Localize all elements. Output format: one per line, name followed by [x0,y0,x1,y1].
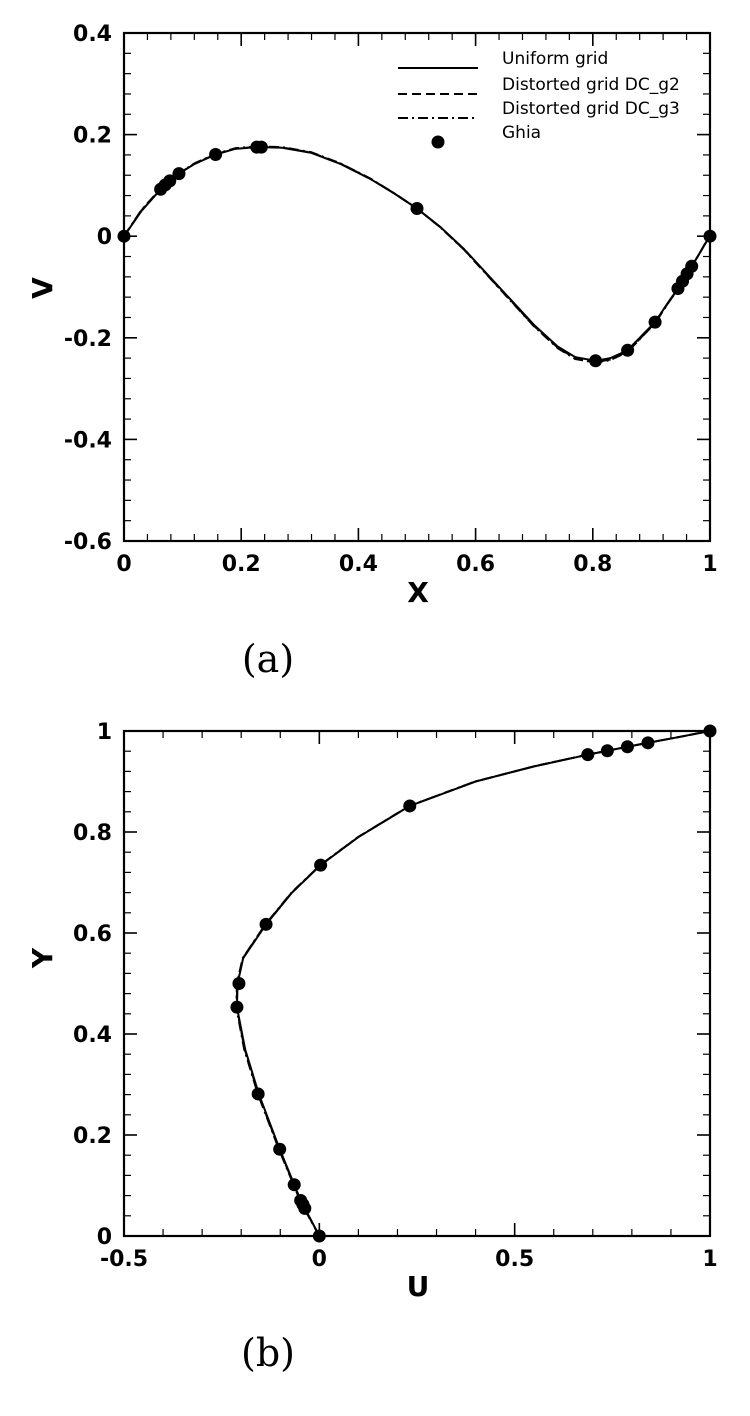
y-tick-label: 0 [97,225,112,250]
legend-entry-label: Uniform grid [502,49,608,69]
ghia-data-point [163,174,177,188]
ghia-data-point [648,315,662,329]
panel-b-plot-frame [122,729,712,1238]
panel-b-chart: -0.5 0 0.5 100.20.40.60.81 U Y (b) [26,720,718,1375]
y-tick-label: -0.2 [64,327,112,352]
ghia-data-point [273,1142,287,1156]
x-tick-label: -0.5 [100,1247,148,1272]
ghia-data-point [600,744,614,758]
panel-a-chart: 0 0.2 0.4 0.6 0.8 1 -0.6 -0.4 -0.2 0 0.2 0.4 Unifor… [26,22,718,681]
y-tick-label: -0.4 [64,428,112,453]
ghia-data-point [259,917,273,931]
ghia-data-point [209,148,223,162]
ghia-data-point [581,748,595,762]
ghia-data-point [117,229,131,243]
ghia-data-point [287,1178,301,1192]
ghia-data-point [172,167,186,181]
ghia-data-point [230,1000,244,1014]
panel-b-x-axis-label: U [407,1270,430,1303]
panel-a-axes [122,31,712,543]
y-tick-label: 0.2 [73,124,112,149]
series-line-solid [124,146,710,362]
series-line-dashdot [235,731,710,1236]
panel-a-legend: Uniform grid Distorted grid DC_g2 Distorte… [398,49,680,149]
x-tick-label: 0 [116,552,131,577]
series-line-dashed [235,731,710,1236]
ghia-data-point [314,858,328,872]
x-tick-label: 0.2 [222,552,261,577]
ghia-data-point [641,736,655,750]
x-tick-label: 0 [312,1247,327,1272]
legend-entry-label: Distorted grid DC_g2 [502,75,680,95]
x-tick-label: 0.4 [339,552,378,577]
ghia-data-point [685,259,699,273]
panel-a-caption: (a) [242,637,294,681]
panel-b-y-axis-label: Y [26,947,59,969]
panel-a-plot-frame [122,31,712,543]
ghia-data-point [232,977,246,990]
ghia-data-point [312,1229,326,1243]
ghia-data-point [621,343,635,357]
y-tick-label: 1 [97,720,112,745]
panel-a-y-axis-label: V [26,277,59,299]
ghia-data-point [589,354,603,368]
x-tick-label: 0.5 [495,1247,534,1272]
y-tick-label: 0.8 [73,821,112,846]
ghia-data-point [410,202,424,216]
ghia-data-point [254,140,268,154]
series-line-dashed [124,145,710,364]
y-tick-label: 0.6 [73,922,112,947]
panel-b-series [230,724,717,1243]
legend-marker-ghia [431,135,445,149]
y-tick-label: -0.6 [64,530,112,555]
x-tick-label: 0.8 [573,552,612,577]
y-tick-label: 0.4 [73,22,112,47]
ghia-data-point [294,1193,308,1207]
series-line-dashdot [124,145,710,364]
panel-a-x-axis-label: X [407,576,429,609]
panel-b-ticks: -0.5 0 0.5 100.20.40.60.81 [73,720,718,1272]
ghia-data-point [403,799,417,813]
x-tick-label: 1 [702,1247,717,1272]
ghia-data-point [703,724,717,738]
ghia-data-point [620,740,634,754]
y-tick-label: 0.2 [73,1124,112,1149]
panel-a-ticks: 0 0.2 0.4 0.6 0.8 1 -0.6 -0.4 -0.2 0 0.2 0.4 [64,22,718,577]
series-line-solid [235,731,710,1236]
y-tick-label: 0 [97,1225,112,1250]
ghia-data-point [251,1087,265,1101]
panel-a-series [117,140,717,368]
panel-b-axes [122,729,712,1238]
x-tick-label: 1 [702,552,717,577]
panel-b-caption: (b) [241,1331,295,1375]
legend-entry-label: Ghia [502,123,541,143]
x-tick-label: 0.6 [456,552,495,577]
y-tick-label: 0.4 [73,1023,112,1048]
legend-entry-label: Distorted grid DC_g3 [502,99,680,119]
ghia-data-point [703,229,717,243]
